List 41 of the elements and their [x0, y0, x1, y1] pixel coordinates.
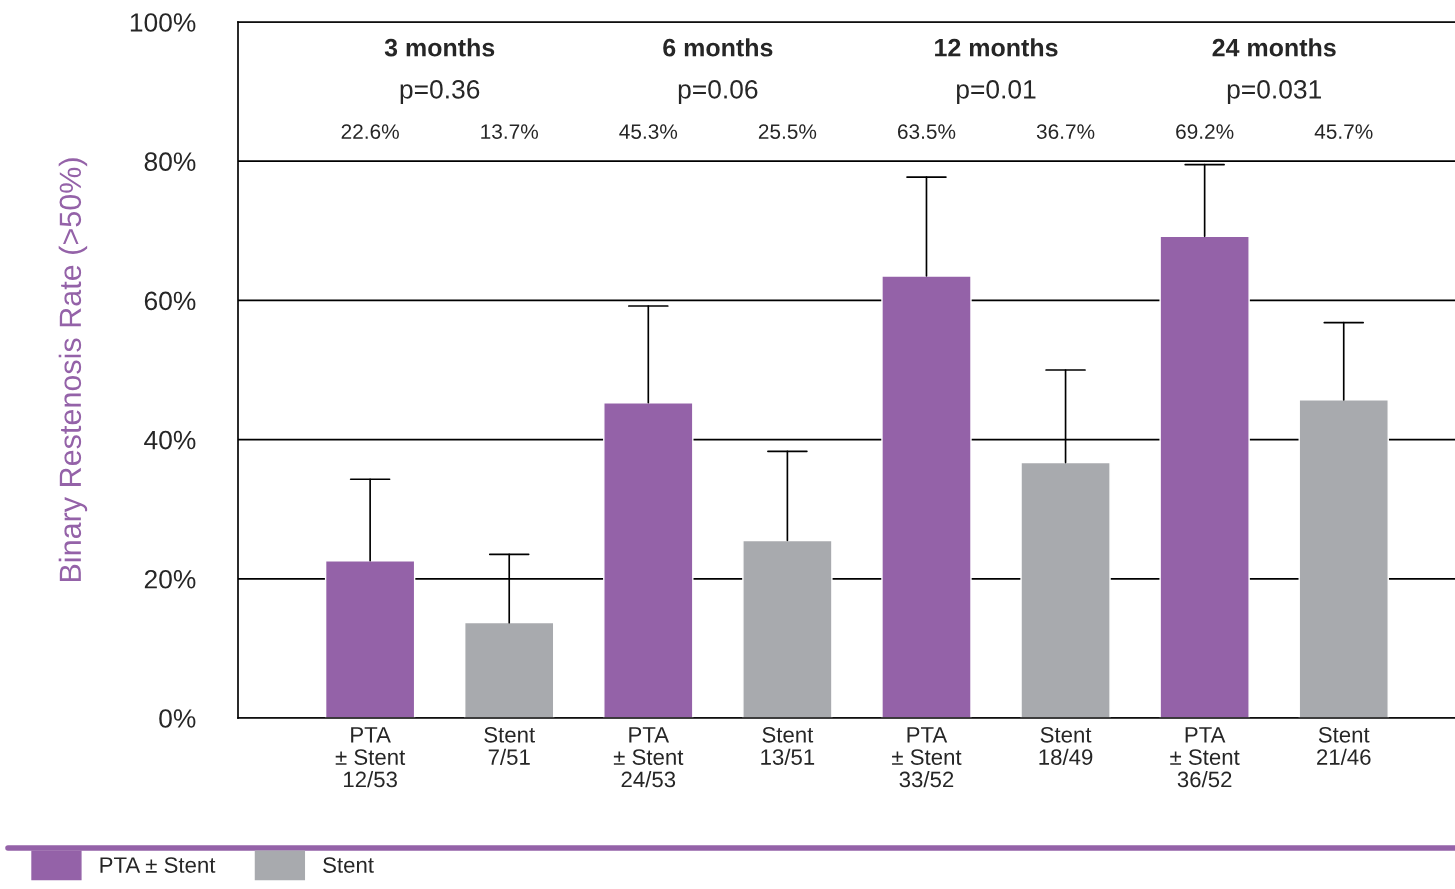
bar — [603, 402, 694, 718]
y-tick-label: 20% — [144, 569, 196, 589]
annotation: 63.5% — [898, 124, 956, 139]
annotation: 13.7% — [481, 124, 539, 139]
annotation: 6 months — [663, 38, 773, 57]
annotation: 45.7% — [1314, 124, 1373, 139]
y-tick-label: 80% — [144, 152, 196, 172]
annotation: 25.5% — [758, 124, 817, 139]
bar — [1298, 399, 1389, 718]
annotation: 45.3% — [619, 124, 678, 139]
x-tick-label: PTA ± Stent 24/53 — [613, 727, 684, 788]
y-tick-label: 0% — [159, 709, 196, 728]
bar — [881, 275, 972, 718]
bar — [1020, 461, 1111, 718]
x-tick-label: PTA ± Stent 36/52 — [1170, 727, 1240, 788]
y-tick-label: 100% — [130, 13, 196, 32]
x-tick-label: Stent 13/51 — [761, 726, 815, 765]
annotation: p=0.36 — [400, 80, 480, 104]
annotation: p=0.031 — [1227, 80, 1321, 104]
bar — [1159, 235, 1250, 718]
bar — [324, 560, 416, 718]
x-tick-label: Stent 18/49 — [1039, 726, 1093, 765]
annotation: p=0.01 — [957, 80, 1036, 104]
bar — [464, 621, 555, 718]
x-tick-label: Stent 7/51 — [484, 726, 535, 765]
y-tick-label: 40% — [144, 430, 196, 450]
y-axis-title: Binary Restenosis Rate (>50%) — [58, 158, 88, 582]
legend-label: PTA ± Stent — [100, 857, 216, 873]
annotation: 24 months — [1212, 38, 1336, 57]
annotation: 36.7% — [1036, 124, 1095, 139]
annotation: 22.6% — [341, 124, 399, 139]
annotation: 3 months — [384, 38, 495, 57]
x-tick-label: PTA ± Stent 12/53 — [335, 727, 406, 788]
x-tick-label: Stent 21/46 — [1317, 726, 1371, 765]
annotation: 69.2% — [1176, 124, 1234, 139]
annotation: 12 months — [935, 38, 1058, 57]
bar — [742, 539, 833, 718]
x-tick-label: PTA ± Stent 33/52 — [892, 727, 962, 788]
legend-label: Stent — [323, 857, 374, 873]
y-tick-label: 60% — [144, 291, 196, 311]
annotation: p=0.06 — [678, 80, 758, 104]
